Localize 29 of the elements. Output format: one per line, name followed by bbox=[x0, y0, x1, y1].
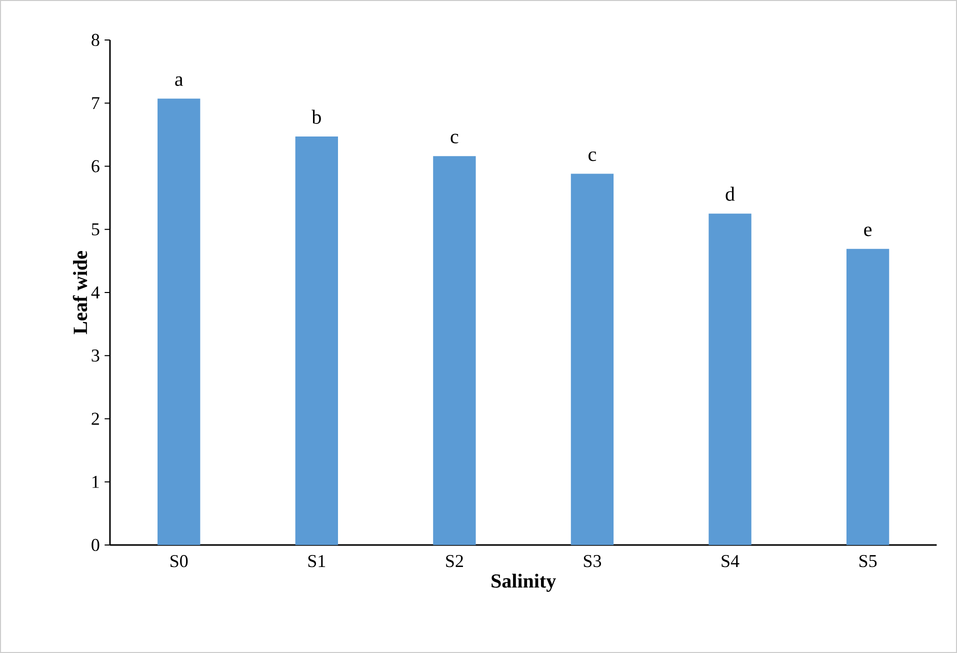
annotation: c bbox=[588, 151, 596, 162]
x-tick-label: S1 bbox=[308, 555, 326, 568]
y-tick-label: 7 bbox=[92, 97, 100, 109]
y-tick-label: 6 bbox=[92, 160, 100, 172]
bar bbox=[570, 174, 614, 546]
x-tick-label: S0 bbox=[170, 555, 188, 568]
annotation: b bbox=[312, 110, 321, 124]
y-axis-title: Leaf wide bbox=[72, 251, 88, 334]
x-tick-label: S5 bbox=[860, 555, 877, 568]
x-tick-label: S2 bbox=[446, 555, 463, 568]
x-axis-title: Salinity bbox=[492, 574, 556, 592]
bar bbox=[846, 248, 890, 546]
bar bbox=[708, 214, 752, 546]
y-tick-label: 0 bbox=[92, 538, 100, 552]
y-tick-label: 8 bbox=[92, 34, 100, 46]
x-tick-label: S3 bbox=[584, 555, 602, 568]
y-tick-label: 3 bbox=[92, 350, 100, 362]
annotation: a bbox=[175, 76, 184, 86]
y-tick-label: 1 bbox=[92, 476, 99, 488]
bar bbox=[295, 136, 338, 546]
x-tick-label: S4 bbox=[722, 555, 740, 568]
annotation: c bbox=[450, 134, 458, 144]
annotation: d bbox=[726, 186, 735, 201]
annotation: e bbox=[864, 226, 872, 236]
y-tick-label: 5 bbox=[92, 223, 100, 236]
bar bbox=[433, 156, 476, 546]
y-tick-label: 4 bbox=[91, 286, 100, 298]
bar bbox=[158, 98, 200, 546]
y-tick-label: 2 bbox=[92, 412, 99, 425]
